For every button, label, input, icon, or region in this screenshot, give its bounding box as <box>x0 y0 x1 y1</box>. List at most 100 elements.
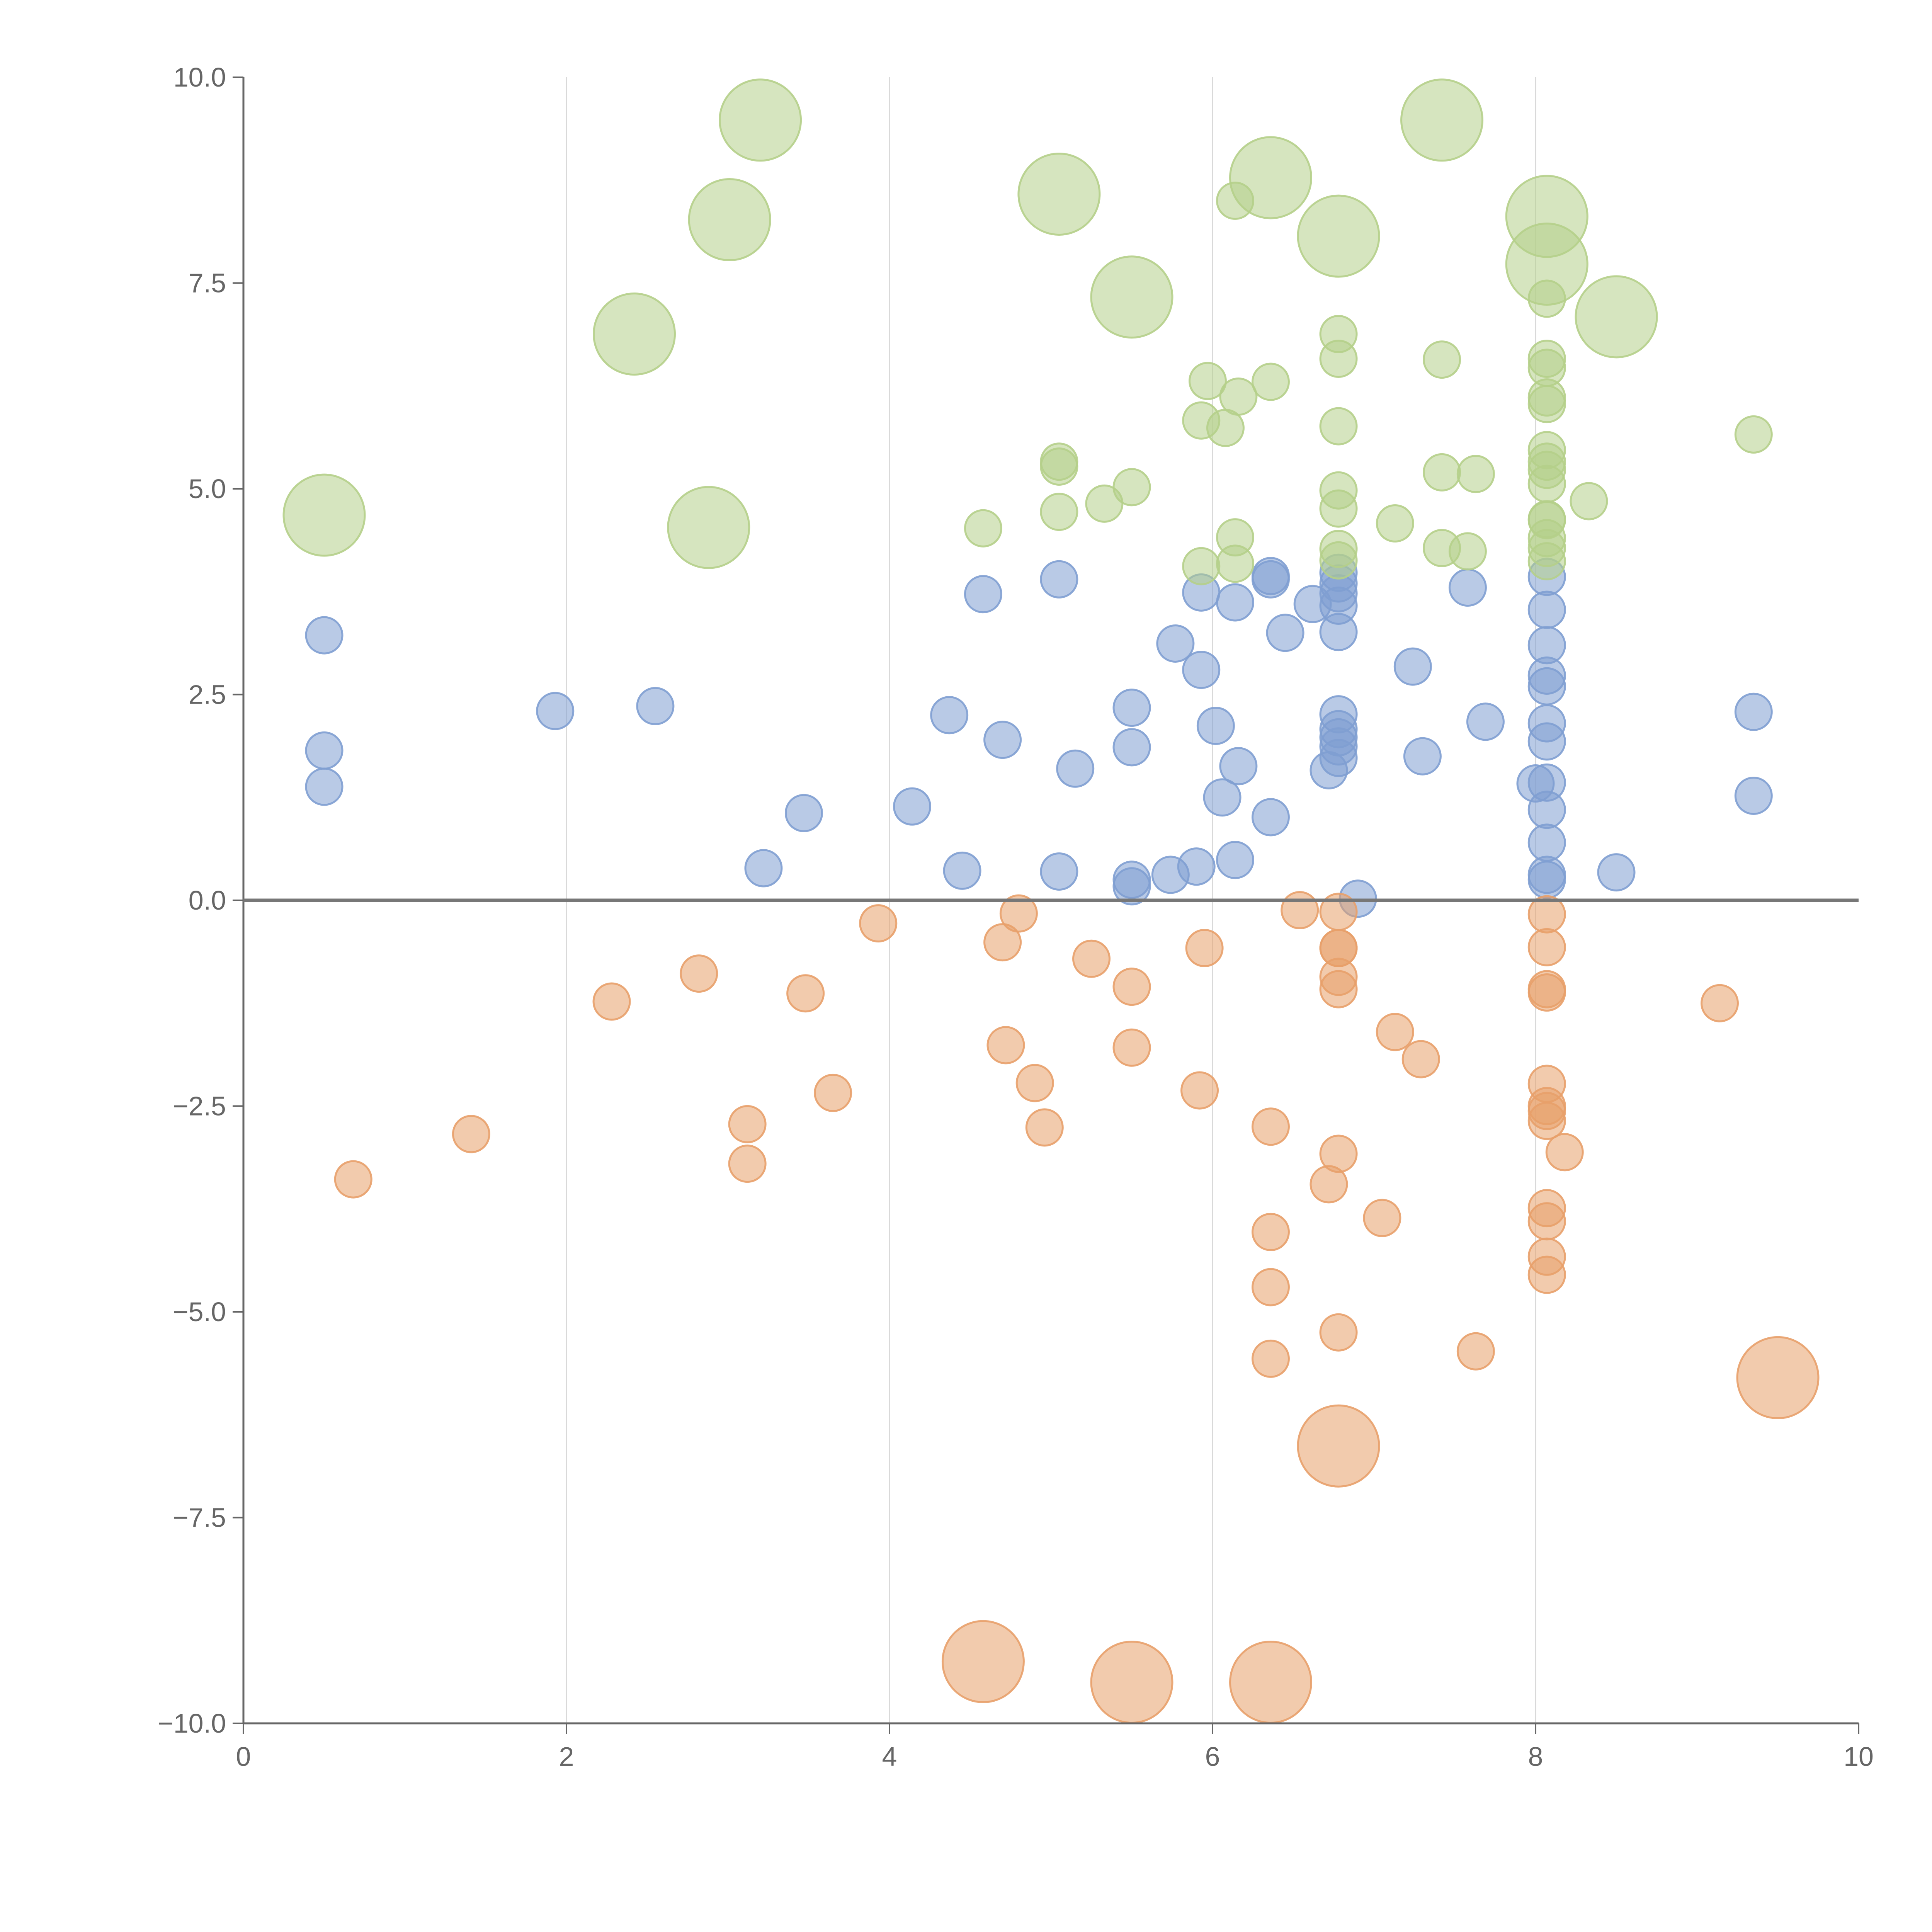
blue-data-point[interactable] <box>1203 778 1242 817</box>
green-data-point[interactable] <box>1448 532 1487 571</box>
green-data-point[interactable] <box>1319 541 1358 580</box>
orange-data-point[interactable] <box>680 954 718 993</box>
green-data-point[interactable] <box>1734 415 1773 454</box>
green-data-point[interactable] <box>1251 362 1290 401</box>
green-data-point[interactable] <box>1112 468 1151 507</box>
orange-data-point[interactable] <box>1456 1332 1495 1371</box>
blue-data-point[interactable] <box>1251 798 1290 837</box>
orange-data-point[interactable] <box>1319 970 1358 1009</box>
blue-data-point[interactable] <box>1156 624 1195 663</box>
green-data-point[interactable] <box>1423 453 1461 492</box>
blue-data-point[interactable] <box>1393 647 1432 686</box>
green-large-data-point[interactable] <box>1017 152 1101 236</box>
orange-data-point[interactable] <box>334 1160 372 1199</box>
orange-data-point[interactable] <box>1251 1213 1290 1251</box>
orange-data-point[interactable] <box>1401 1040 1440 1078</box>
green-large-data-point[interactable] <box>1400 78 1484 162</box>
green-large-data-point[interactable] <box>688 178 771 261</box>
green-large-data-point[interactable] <box>1297 194 1380 278</box>
green-large-data-point[interactable] <box>593 293 676 376</box>
orange-data-point[interactable] <box>1527 928 1566 966</box>
orange-data-point[interactable] <box>1112 968 1151 1006</box>
orange-data-point[interactable] <box>452 1115 490 1153</box>
blue-data-point[interactable] <box>1527 667 1566 706</box>
orange-data-point[interactable] <box>1545 1133 1584 1172</box>
blue-data-point[interactable] <box>1177 847 1216 886</box>
blue-data-point[interactable] <box>930 696 969 735</box>
green-data-point[interactable] <box>1319 407 1358 446</box>
blue-data-point[interactable] <box>744 849 783 888</box>
blue-data-point[interactable] <box>1056 749 1095 788</box>
blue-data-point[interactable] <box>536 692 575 730</box>
orange-data-point[interactable] <box>814 1073 852 1112</box>
blue-data-point[interactable] <box>1112 689 1151 727</box>
orange-data-point[interactable] <box>986 1026 1025 1065</box>
orange-data-point[interactable] <box>1072 939 1111 978</box>
green-data-point[interactable] <box>1319 339 1358 378</box>
blue-data-point[interactable] <box>893 787 932 826</box>
green-data-point[interactable] <box>1527 542 1566 580</box>
blue-data-point[interactable] <box>1319 613 1358 651</box>
blue-data-point[interactable] <box>1403 737 1442 776</box>
orange-data-point[interactable] <box>999 894 1038 933</box>
green-large-data-point[interactable] <box>1505 223 1588 306</box>
orange-data-point[interactable] <box>1363 1199 1401 1237</box>
orange-large-data-point[interactable] <box>1297 1404 1380 1488</box>
blue-data-point[interactable] <box>1597 853 1636 892</box>
green-data-point[interactable] <box>1040 447 1078 486</box>
orange-data-point[interactable] <box>859 904 898 943</box>
orange-data-point[interactable] <box>728 1105 767 1143</box>
green-data-point[interactable] <box>1527 385 1566 423</box>
orange-data-point[interactable] <box>1015 1064 1054 1102</box>
green-data-point[interactable] <box>1527 464 1566 503</box>
orange-large-data-point[interactable] <box>1090 1641 1173 1724</box>
orange-data-point[interactable] <box>1251 1268 1290 1306</box>
green-large-data-point[interactable] <box>1090 255 1173 339</box>
blue-data-point[interactable] <box>1527 823 1566 862</box>
orange-data-point[interactable] <box>1112 1028 1151 1067</box>
orange-data-point[interactable] <box>786 974 825 1013</box>
blue-data-point[interactable] <box>1527 590 1566 629</box>
blue-data-point[interactable] <box>1251 560 1290 599</box>
green-data-point[interactable] <box>1040 493 1078 531</box>
blue-data-point[interactable] <box>305 731 344 770</box>
green-data-point[interactable] <box>1570 482 1608 520</box>
blue-data-point[interactable] <box>1527 861 1566 899</box>
green-data-point[interactable] <box>1456 455 1495 493</box>
orange-data-point[interactable] <box>1281 891 1319 930</box>
orange-data-point[interactable] <box>1376 1013 1414 1051</box>
green-large-data-point[interactable] <box>667 486 750 569</box>
green-large-data-point[interactable] <box>282 473 366 557</box>
blue-data-point[interactable] <box>1448 568 1487 607</box>
orange-data-point[interactable] <box>728 1145 767 1183</box>
blue-data-point[interactable] <box>1196 706 1235 745</box>
blue-data-point[interactable] <box>943 851 981 890</box>
orange-data-point[interactable] <box>1025 1108 1064 1147</box>
green-large-data-point[interactable] <box>719 78 802 162</box>
blue-data-point[interactable] <box>1112 867 1151 906</box>
green-data-point[interactable] <box>1423 340 1461 379</box>
orange-data-point[interactable] <box>1527 973 1566 1012</box>
orange-data-point[interactable] <box>1185 929 1224 968</box>
green-data-point[interactable] <box>1188 362 1227 400</box>
green-large-data-point[interactable] <box>1229 136 1312 219</box>
blue-data-point[interactable] <box>1040 560 1078 599</box>
orange-data-point[interactable] <box>1251 1339 1290 1378</box>
blue-data-point[interactable] <box>964 575 1002 614</box>
blue-data-point[interactable] <box>1466 702 1505 741</box>
blue-data-point[interactable] <box>1734 776 1773 815</box>
orange-data-point[interactable] <box>1527 1255 1566 1294</box>
blue-data-point[interactable] <box>1219 747 1258 786</box>
green-data-point[interactable] <box>1376 504 1414 543</box>
green-data-point[interactable] <box>1182 547 1221 585</box>
green-data-point[interactable] <box>1216 544 1255 583</box>
green-large-data-point[interactable] <box>1575 275 1658 359</box>
orange-data-point[interactable] <box>1701 984 1739 1022</box>
blue-data-point[interactable] <box>1112 728 1151 767</box>
blue-data-point[interactable] <box>983 721 1022 759</box>
orange-large-data-point[interactable] <box>1229 1641 1312 1724</box>
orange-large-data-point[interactable] <box>941 1620 1025 1703</box>
green-data-point[interactable] <box>1319 489 1358 528</box>
orange-data-point[interactable] <box>983 923 1022 962</box>
blue-data-point[interactable] <box>1527 722 1566 761</box>
